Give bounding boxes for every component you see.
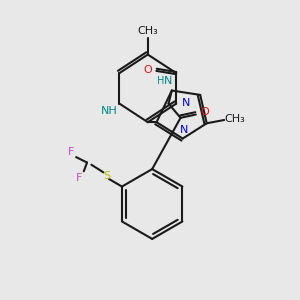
Text: N: N: [180, 125, 188, 135]
Text: N: N: [164, 76, 173, 86]
Text: S: S: [103, 171, 110, 181]
Text: O: O: [143, 65, 152, 75]
Text: CH₃: CH₃: [137, 26, 158, 35]
Text: F: F: [76, 173, 83, 183]
Text: H: H: [157, 76, 165, 86]
Text: CH₃: CH₃: [225, 114, 245, 124]
Text: NH: NH: [101, 106, 118, 116]
Text: O: O: [200, 107, 209, 117]
Text: F: F: [68, 147, 74, 157]
Text: N: N: [182, 98, 190, 107]
